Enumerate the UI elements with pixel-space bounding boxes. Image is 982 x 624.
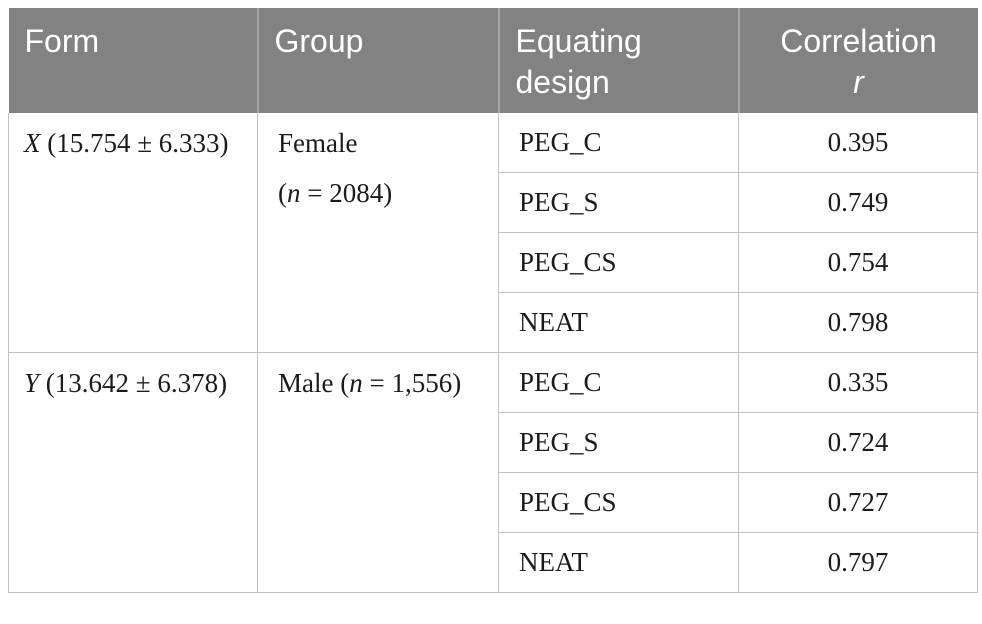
form-symbol: X: [24, 127, 41, 158]
correlation-cell: 0.724: [738, 411, 978, 473]
table-row: NEAT 0.798: [9, 291, 978, 353]
n-symbol: n: [349, 367, 363, 398]
design-cell: NEAT: [498, 531, 739, 593]
group-label-line1: Male (n = 1,556): [278, 367, 462, 398]
design-cell: PEG_CS: [498, 231, 739, 293]
group-label-line1: Female: [278, 127, 358, 158]
n-symbol: n: [287, 178, 301, 208]
col-header-correlation: Correlation r: [737, 8, 978, 113]
page: Form Group Equating design Correlation r…: [8, 8, 978, 593]
form-cell-x: X (15.754 ± 6.333): [8, 112, 258, 353]
table-row: PEG_S 0.749: [9, 171, 978, 233]
design-cell: NEAT: [498, 291, 739, 353]
table-row: PEG_S 0.724: [9, 411, 978, 473]
design-cell: PEG_CS: [498, 471, 739, 533]
correlation-cell: 0.749: [738, 171, 978, 233]
col-header-correlation-label: Correlation: [780, 23, 937, 59]
correlation-cell: 0.335: [738, 351, 978, 413]
form-cell-y: Y (13.642 ± 6.378): [8, 351, 258, 593]
header-row: Form Group Equating design Correlation r: [8, 8, 978, 113]
form-symbol: Y: [24, 367, 40, 398]
correlation-cell: 0.727: [738, 471, 978, 533]
correlation-cell: 0.395: [738, 112, 978, 173]
col-header-form: Form: [8, 8, 258, 113]
equating-correlation-table: Form Group Equating design Correlation r…: [8, 8, 978, 593]
table-row: PEG_CS 0.727: [9, 471, 978, 533]
table-row: NEAT 0.797: [9, 531, 978, 593]
design-cell: PEG_C: [498, 112, 739, 173]
correlation-cell: 0.798: [738, 291, 978, 353]
design-cell: PEG_C: [498, 351, 739, 413]
group-cell-female: Female (n = 2084): [257, 112, 499, 353]
design-cell: PEG_S: [498, 411, 739, 473]
col-header-equating-design: Equating design: [497, 8, 739, 113]
correlation-cell: 0.754: [738, 231, 978, 293]
col-header-correlation-r-symbol: r: [853, 63, 864, 100]
table-row: X (15.754 ± 6.333) Female (n = 2084) PEG…: [8, 112, 978, 353]
form-stats: (13.642 ± 6.378): [39, 367, 228, 398]
design-cell: PEG_S: [498, 171, 739, 233]
form-stats: (15.754 ± 6.333): [40, 127, 229, 158]
correlation-cell: 0.797: [738, 531, 978, 593]
col-header-group: Group: [256, 8, 499, 113]
table-row: Y (13.642 ± 6.378) Male (n = 1,556) PEG_…: [8, 351, 978, 593]
group-cell-male: Male (n = 1,556): [257, 351, 499, 593]
group-label-line2: (n = 2084): [278, 178, 393, 208]
